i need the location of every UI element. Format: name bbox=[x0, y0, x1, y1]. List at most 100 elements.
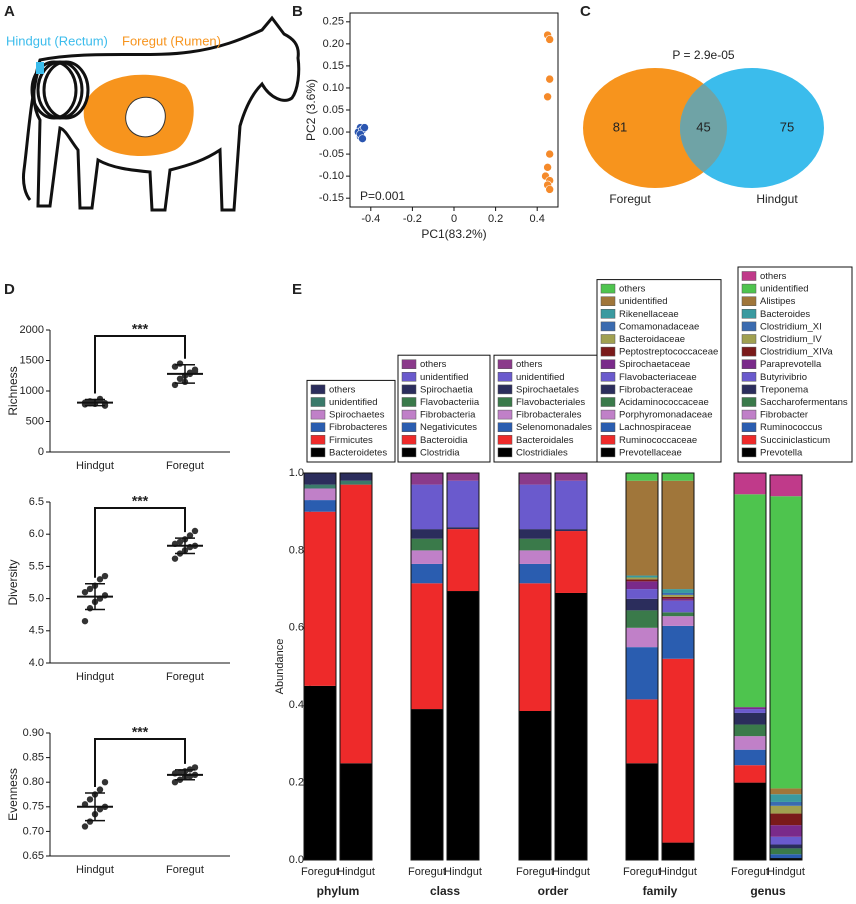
point bbox=[191, 764, 199, 771]
point bbox=[86, 605, 94, 612]
point bbox=[176, 360, 184, 367]
point bbox=[545, 185, 554, 194]
bar-segment bbox=[662, 625, 694, 659]
legend-label: Prevotella bbox=[760, 447, 803, 458]
x-tick-label: Foregut bbox=[516, 866, 554, 878]
bar-segment bbox=[626, 480, 658, 576]
bar-segment bbox=[626, 598, 658, 611]
legend-swatch bbox=[497, 397, 513, 407]
legend-label: Saccharofermentans bbox=[760, 397, 848, 408]
legend-label: Flavobacteriaceae bbox=[619, 372, 697, 383]
legend-swatch bbox=[497, 384, 513, 395]
legend-label: unidentified bbox=[760, 284, 809, 295]
bar-segment bbox=[662, 842, 694, 860]
bar-segment bbox=[555, 529, 587, 532]
legend-label: Porphyromonadaceae bbox=[619, 410, 712, 421]
point bbox=[358, 134, 367, 143]
set-name: Foregut bbox=[609, 192, 651, 206]
y-axis-label: Abundance bbox=[274, 639, 286, 695]
bar-segment bbox=[626, 627, 658, 648]
y-tick-label: -0.05 bbox=[319, 148, 344, 160]
x-tick-label: Hindgut bbox=[552, 866, 590, 878]
y-tick-label: 1500 bbox=[20, 354, 44, 366]
y-tick-label: 0.80 bbox=[23, 776, 44, 788]
y-tick-label: 500 bbox=[26, 415, 44, 427]
hindgut-label: Hindgut (Rectum) bbox=[6, 33, 108, 48]
bar-segment bbox=[662, 612, 694, 617]
bar-segment bbox=[770, 805, 802, 814]
bar-segment bbox=[519, 711, 551, 860]
legend-label: Prevotellaceae bbox=[619, 447, 682, 458]
y-tick-label: 2000 bbox=[20, 324, 44, 336]
group-label: genus bbox=[750, 884, 786, 898]
legend-label: Fibrobacterales bbox=[516, 410, 582, 421]
bar-segment bbox=[626, 473, 658, 481]
legend-label: Negativicutes bbox=[420, 422, 477, 433]
legend-label: Bacteroidetes bbox=[329, 447, 387, 458]
bar-segment bbox=[662, 592, 694, 595]
cow-tail bbox=[22, 61, 42, 201]
x-tick-label: -0.2 bbox=[403, 213, 422, 225]
significance-bracket bbox=[94, 335, 186, 394]
y-tick-label: 0.65 bbox=[23, 850, 44, 862]
bar-segment bbox=[555, 480, 587, 530]
set-count: 75 bbox=[780, 119, 794, 134]
bar-segment bbox=[770, 836, 802, 845]
foregut-label: Foregut (Rumen) bbox=[122, 33, 221, 48]
point bbox=[543, 163, 552, 172]
panel-label: B bbox=[292, 3, 303, 20]
bar-segment bbox=[734, 712, 766, 725]
bar-segment bbox=[662, 589, 694, 593]
legend-label: Selenomonadales bbox=[516, 422, 592, 433]
set-count: 81 bbox=[613, 119, 627, 134]
stomach bbox=[125, 96, 166, 138]
point bbox=[81, 617, 89, 625]
legend-swatch bbox=[401, 435, 417, 445]
y-tick-label: -0.10 bbox=[319, 170, 344, 182]
legend-swatch bbox=[600, 346, 616, 357]
y-axis-label: Diversity bbox=[6, 559, 20, 605]
legend-swatch bbox=[600, 359, 616, 369]
panel-label: C bbox=[580, 3, 591, 20]
point bbox=[545, 74, 554, 84]
legend-label: Peptostreptococcaceae bbox=[619, 347, 718, 358]
overlap bbox=[680, 68, 727, 188]
x-tick-label: Foregut bbox=[623, 866, 661, 878]
legend-swatch bbox=[401, 372, 417, 382]
point bbox=[81, 588, 89, 596]
legend-swatch bbox=[741, 359, 757, 369]
x-tick-label: Hindgut bbox=[444, 866, 482, 878]
bar-segment bbox=[662, 658, 694, 843]
group-label: phylum bbox=[317, 884, 360, 898]
bar-outline bbox=[518, 472, 552, 861]
bar-segment bbox=[555, 473, 587, 481]
legend-label: Clostridium_XIVa bbox=[760, 347, 833, 358]
bar-segment bbox=[519, 538, 551, 551]
bar-outline bbox=[769, 474, 803, 861]
bar-segment bbox=[770, 813, 802, 826]
bar-segment bbox=[662, 596, 694, 599]
significance-bracket bbox=[94, 507, 186, 578]
legend-swatch bbox=[310, 435, 326, 445]
point bbox=[101, 572, 109, 580]
rectum bbox=[36, 62, 44, 74]
y-axis-label: Evenness bbox=[6, 768, 20, 821]
y-tick-label: 0.20 bbox=[323, 38, 344, 50]
bar-outline bbox=[554, 472, 588, 861]
y-tick-label: 0.6 bbox=[289, 622, 304, 634]
bar-segment bbox=[411, 484, 443, 530]
bar-segment bbox=[340, 480, 372, 485]
legend-swatch bbox=[741, 334, 757, 344]
legend-swatch bbox=[310, 397, 326, 407]
legend-label: unidentified bbox=[516, 372, 565, 383]
bar-outline bbox=[625, 472, 659, 861]
legend-label: Fibrobacteria bbox=[420, 410, 476, 421]
legend-swatch bbox=[600, 321, 616, 332]
point bbox=[86, 796, 94, 803]
annotation: *** bbox=[132, 724, 149, 740]
legend-swatch bbox=[600, 334, 616, 344]
legend-box bbox=[737, 266, 853, 463]
bar-segment bbox=[734, 724, 766, 737]
x-tick-label: -0.4 bbox=[361, 213, 380, 225]
